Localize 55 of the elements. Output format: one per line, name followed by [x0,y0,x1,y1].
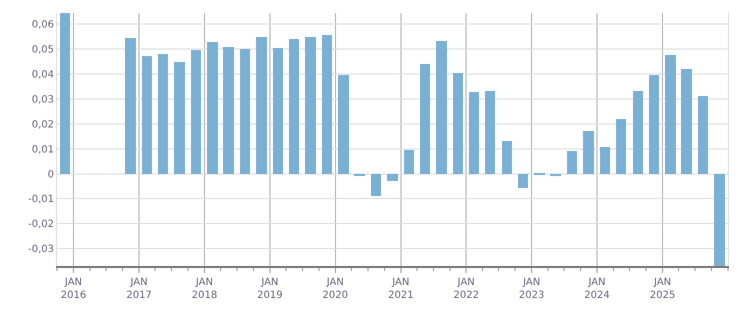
bar [256,37,267,174]
bar [453,73,463,174]
bar [223,47,234,174]
bar [305,37,316,174]
bar [616,119,626,174]
bar [273,48,283,174]
bar [633,91,643,174]
bar [191,50,201,174]
bar [371,174,381,196]
bar [60,13,70,174]
x-tick-label: JAN 2023 [518,277,544,301]
bar [387,174,398,181]
bar [174,62,185,174]
x-tick-label: JAN 2022 [454,277,479,301]
y-tick-label: -0,01 [28,194,54,206]
bar [681,69,692,174]
y-tick-label: 0 [48,169,54,180]
bar [583,131,594,174]
bar [289,39,299,174]
bar [665,55,676,174]
y-tick-label: 0,06 [32,20,54,31]
y-tick-label: 0,04 [32,70,54,81]
bar [207,42,218,174]
bar [322,35,332,174]
x-tick-label: JAN 2021 [388,277,414,301]
bar [600,147,610,174]
x-tick-label: JAN 2024 [584,277,610,301]
y-tick-label: 0,05 [32,44,54,56]
bar [649,75,659,174]
y-tick-label: -0,02 [28,219,54,230]
bar [714,174,725,266]
y-tick-label: 0,02 [32,119,54,130]
x-tick-label: JAN 2016 [60,277,86,301]
y-tick-label: 0,03 [32,94,54,106]
bar [125,38,136,174]
bar [240,49,250,174]
bar [158,54,168,174]
y-tick-label: -0,03 [28,244,54,256]
x-tick-label: JAN 2019 [257,277,283,301]
y-tick-label: 0,01 [32,144,54,156]
x-tick-label: JAN 2025 [650,277,676,301]
bar [502,141,512,174]
bar [469,92,479,174]
bar [338,75,349,174]
bar [698,96,708,174]
bar [567,151,577,174]
bar [485,91,495,174]
x-tick-label: JAN 2018 [192,277,218,301]
x-tick-label: JAN 2017 [126,277,152,301]
bar [420,64,430,174]
bar [436,41,447,174]
x-tick-label: JAN 2020 [322,277,348,301]
bar [518,174,528,188]
bar [142,56,152,174]
bar [404,150,414,174]
